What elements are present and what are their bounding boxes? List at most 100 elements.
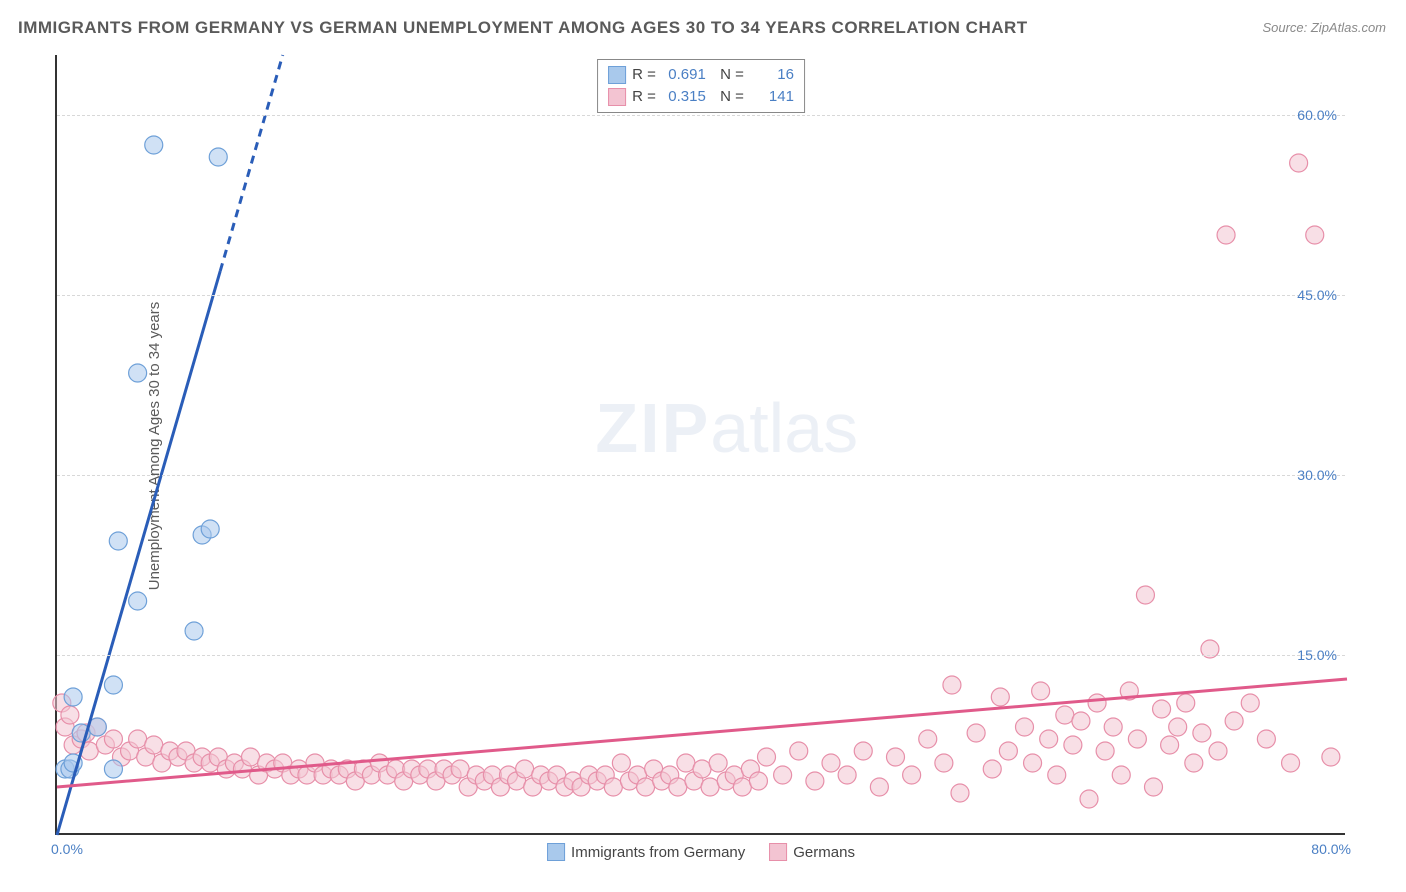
data-point [749,772,767,790]
data-point [1145,778,1163,796]
data-point [677,754,695,772]
data-point [838,766,856,784]
plot-area: ZIPatlas R = 0.691 N = 16 R = 0.315 N = … [55,55,1345,835]
data-point [104,730,122,748]
data-point [612,754,630,772]
source-attribution: Source: ZipAtlas.com [1262,20,1386,35]
data-point [1290,154,1308,172]
x-tick-right: 80.0% [1311,841,1351,857]
gridline [57,115,1345,116]
data-point [242,748,260,766]
data-point [1241,694,1259,712]
y-tick-label: 60.0% [1297,107,1337,123]
data-point [1064,736,1082,754]
data-point [1096,742,1114,760]
gridline [57,475,1345,476]
data-point [145,736,163,754]
legend-swatch-1 [769,843,787,861]
chart-svg [57,55,1345,833]
data-point [822,754,840,772]
data-point [64,688,82,706]
data-point [967,724,985,742]
stats-r-label: R = [632,86,656,108]
stats-r-label: R = [632,64,656,86]
data-point [104,676,122,694]
data-point [1282,754,1300,772]
data-point [887,748,905,766]
chart-title: IMMIGRANTS FROM GERMANY VS GERMAN UNEMPL… [18,18,1028,38]
data-point [999,742,1017,760]
data-point [1104,718,1122,736]
stats-n-0: 16 [750,64,794,86]
data-point [1225,712,1243,730]
x-tick-left: 0.0% [51,841,83,857]
stats-swatch-0 [608,66,626,84]
data-point [1016,718,1034,736]
stats-row-0: R = 0.691 N = 16 [608,64,794,86]
y-tick-label: 30.0% [1297,467,1337,483]
data-point [1088,694,1106,712]
data-point [709,754,727,772]
data-point [129,592,147,610]
data-point [1080,790,1098,808]
data-point [983,760,1001,778]
data-point [1136,586,1154,604]
data-point [903,766,921,784]
stats-legend: R = 0.691 N = 16 R = 0.315 N = 141 [597,59,805,113]
data-point [854,742,872,760]
legend-label-0: Immigrants from Germany [571,844,745,861]
gridline [57,295,1345,296]
data-point [185,622,203,640]
data-point [790,742,808,760]
data-point [1185,754,1203,772]
data-point [1032,682,1050,700]
data-point [1217,226,1235,244]
data-point [1169,718,1187,736]
data-point [758,748,776,766]
data-point [1322,748,1340,766]
stats-r-1: 0.315 [662,86,706,108]
data-point [209,148,227,166]
data-point [1257,730,1275,748]
legend-swatch-0 [547,843,565,861]
chart-container: IMMIGRANTS FROM GERMANY VS GERMAN UNEMPL… [0,0,1406,892]
regression-line-blue-dashed [220,55,283,271]
stats-swatch-1 [608,88,626,106]
data-point [145,136,163,154]
data-point [991,688,1009,706]
data-point [1040,730,1058,748]
data-point [109,532,127,550]
legend-item-1: Germans [769,843,855,861]
data-point [129,730,147,748]
data-point [1112,766,1130,784]
bottom-legend: Immigrants from Germany Germans [547,843,855,861]
data-point [806,772,824,790]
data-point [1209,742,1227,760]
data-point [693,760,711,778]
data-point [733,778,751,796]
data-point [1056,706,1074,724]
data-point [1048,766,1066,784]
data-point [1306,226,1324,244]
data-point [669,778,687,796]
data-point [870,778,888,796]
gridline [57,655,1345,656]
data-point [1177,694,1195,712]
data-point [919,730,937,748]
y-tick-label: 45.0% [1297,287,1337,303]
data-point [61,706,79,724]
data-point [774,766,792,784]
data-point [1161,736,1179,754]
legend-item-0: Immigrants from Germany [547,843,745,861]
data-point [637,778,655,796]
stats-row-1: R = 0.315 N = 141 [608,86,794,108]
data-point [201,520,219,538]
data-point [701,778,719,796]
data-point [935,754,953,772]
data-point [451,760,469,778]
data-point [1024,754,1042,772]
data-point [1153,700,1171,718]
data-point [604,778,622,796]
legend-label-1: Germans [793,844,855,861]
data-point [1072,712,1090,730]
